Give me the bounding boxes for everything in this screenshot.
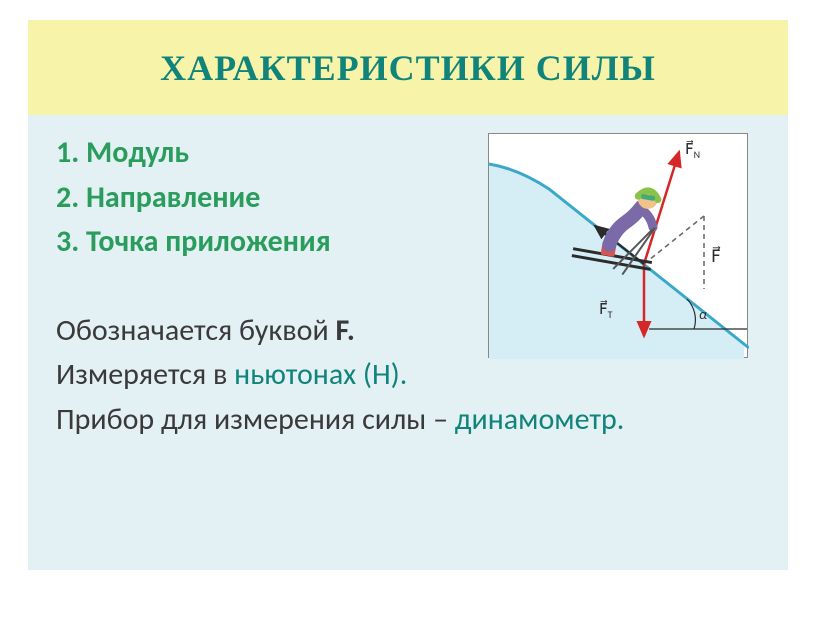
slide-title: ХАРАКТЕРИСТИКИ СИЛЫ [160,47,656,89]
symbol-f: F. [336,312,355,349]
fn-label: F⃗N [685,139,700,161]
title-band: ХАРАКТЕРИСТИКИ СИЛЫ [28,20,788,115]
slide: ХАРАКТЕРИСТИКИ СИЛЫ 1. Модуль 2. Направл… [28,20,788,580]
body-band: 1. Модуль 2. Направление 3. Точка прилож… [28,115,788,570]
angle-label: α [699,306,707,323]
f-label: F⃗ [711,246,721,267]
para-2: Измеряется в ньютонах (Н). [56,355,760,396]
force-diagram: α [488,133,748,358]
device-dynamo: динамометр. [455,401,625,438]
para-3: Прибор для измерения силы – динамометр. [56,400,760,441]
slope-shape [489,164,744,359]
diagram-svg: α [489,134,749,359]
unit-newton: ньютонах (Н). [234,356,407,393]
